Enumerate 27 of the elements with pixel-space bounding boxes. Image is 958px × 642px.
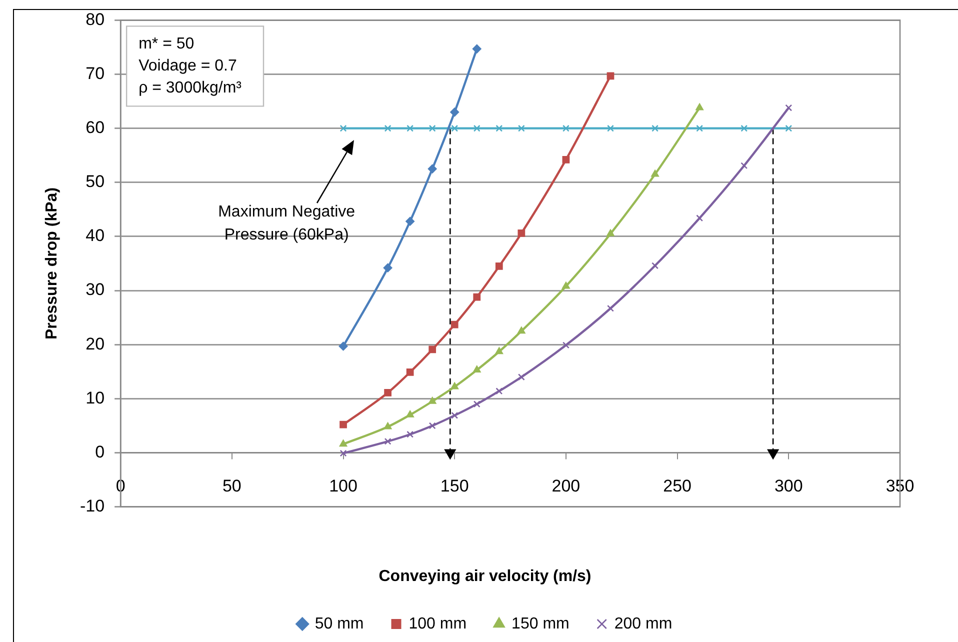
- x-axis-title: Conveying air velocity (m/s): [378, 568, 592, 586]
- x-tick-label: 250: [663, 476, 692, 496]
- legend-label: 200 mm: [614, 615, 672, 632]
- legend-label: 50 mm: [314, 615, 364, 632]
- y-axis-title: Pressure drop (kPa): [43, 187, 60, 340]
- y-tick-label: 60: [86, 118, 105, 138]
- annotation: Voidage = 0.7: [138, 58, 237, 75]
- y-tick-label: 10: [86, 388, 105, 408]
- x-tick-label: 350: [886, 476, 914, 496]
- x-tick-label: 300: [774, 476, 803, 496]
- y-tick-label: 20: [86, 334, 105, 354]
- y-tick-label: 40: [86, 226, 105, 246]
- x-tick-label: 50: [222, 476, 242, 496]
- y-tick-label: 0: [95, 442, 105, 462]
- y-tick-label: 50: [86, 172, 105, 192]
- annotation: Maximum Negative Pressure (60kPa): [218, 204, 356, 244]
- x-tick-label: 150: [440, 476, 469, 496]
- x-tick-label: 100: [329, 476, 358, 496]
- legend-label: 100 mm: [408, 615, 467, 632]
- y-tick-label: 70: [86, 64, 105, 83]
- y-tick-label: 80: [86, 10, 105, 29]
- annotation: ρ = 3000kg/m³: [138, 80, 242, 97]
- y-tick-label: -10: [80, 496, 105, 516]
- y-tick-label: 30: [86, 280, 105, 300]
- legend-label: 150 mm: [512, 615, 570, 632]
- x-tick-label: 200: [552, 476, 580, 496]
- annotation: m* = 50: [138, 36, 194, 53]
